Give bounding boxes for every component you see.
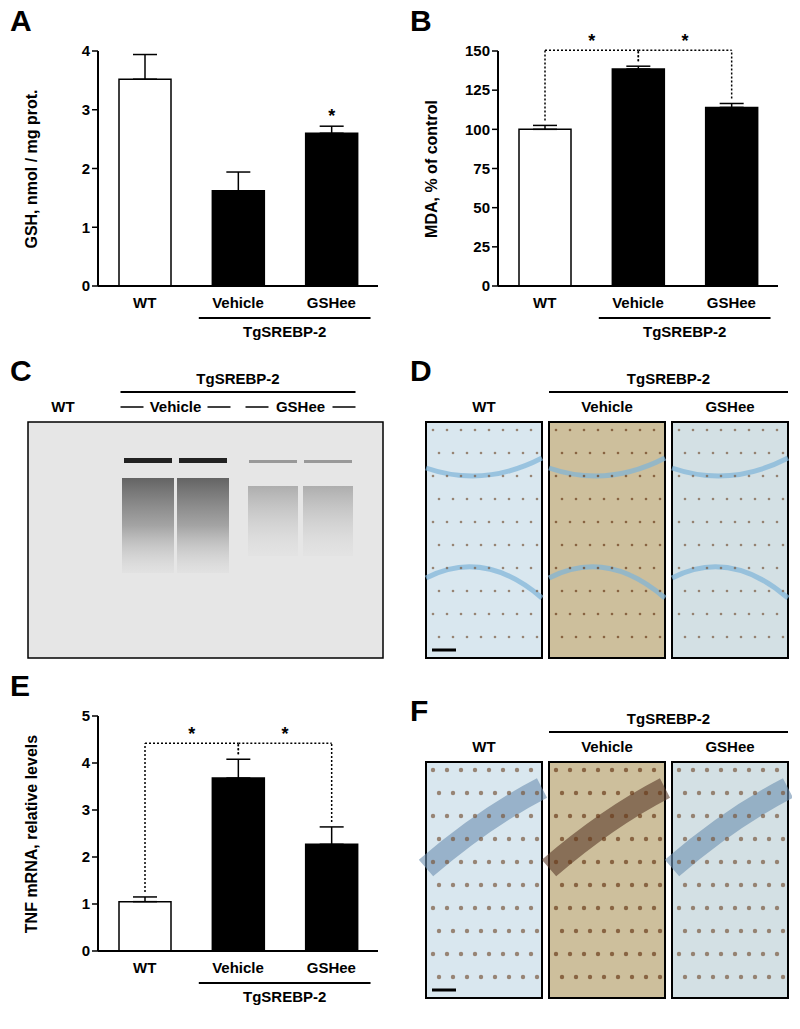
svg-text:0: 0 (482, 277, 490, 294)
svg-text:Vehicle: Vehicle (212, 959, 264, 976)
svg-text:150: 150 (465, 42, 490, 59)
svg-text:4: 4 (82, 42, 91, 59)
svg-text:*: * (281, 724, 288, 744)
svg-text:GSHee: GSHee (276, 398, 325, 415)
svg-text:4: 4 (82, 754, 91, 771)
svg-text:Vehicle: Vehicle (581, 398, 633, 415)
svg-text:5: 5 (82, 707, 90, 724)
svg-text:GSHee: GSHee (307, 294, 356, 311)
svg-text:50: 50 (473, 199, 490, 216)
svg-text:GSHee: GSHee (705, 738, 754, 755)
html-text:F: F (410, 694, 429, 727)
svg-text:GSHee: GSHee (307, 959, 356, 976)
html-text:D: D (410, 354, 432, 387)
svg-text:Vehicle: Vehicle (150, 398, 202, 415)
svg-text:75: 75 (473, 160, 490, 177)
svg-text:TgSREBP-2: TgSREBP-2 (643, 323, 726, 340)
svg-text:25: 25 (473, 238, 490, 255)
html-text:E: E (10, 669, 30, 702)
svg-text:TgSREBP-2: TgSREBP-2 (243, 323, 326, 340)
svg-text:WT: WT (133, 294, 156, 311)
svg-text:TgSREBP-2: TgSREBP-2 (627, 710, 710, 727)
svg-text:2: 2 (82, 848, 90, 865)
html-text:TNF mRNA, relative levels: TNF mRNA, relative levels (23, 734, 40, 933)
svg-text:0: 0 (82, 277, 90, 294)
html-text:GSH, nmol / mg prot.: GSH, nmol / mg prot. (23, 88, 40, 249)
svg-text:*: * (588, 31, 595, 51)
svg-text:*: * (188, 724, 195, 744)
html-text:B: B (410, 4, 432, 37)
html-text:A: A (10, 4, 32, 37)
svg-text:TgSREBP-2: TgSREBP-2 (243, 988, 326, 1005)
svg-text:WT: WT (533, 294, 556, 311)
svg-text:3: 3 (82, 801, 90, 818)
svg-text:WT: WT (472, 398, 495, 415)
svg-text:TgSREBP-2: TgSREBP-2 (627, 370, 710, 387)
svg-text:WT: WT (472, 738, 495, 755)
svg-text:100: 100 (465, 121, 490, 138)
svg-text:Vehicle: Vehicle (212, 294, 264, 311)
svg-text:Vehicle: Vehicle (612, 294, 664, 311)
html-text:C: C (10, 354, 32, 387)
svg-text:WT: WT (133, 959, 156, 976)
svg-text:1: 1 (82, 219, 90, 236)
svg-text:2: 2 (82, 160, 90, 177)
svg-text:GSHee: GSHee (707, 294, 756, 311)
svg-text:WT: WT (51, 398, 74, 415)
svg-text:Vehicle: Vehicle (581, 738, 633, 755)
svg-text:125: 125 (465, 81, 490, 98)
html-text:MDA, % of control: MDA, % of control (423, 99, 440, 238)
svg-text:1: 1 (82, 895, 90, 912)
svg-text:TgSREBP-2: TgSREBP-2 (196, 370, 279, 387)
svg-text:*: * (681, 31, 688, 51)
svg-text:3: 3 (82, 101, 90, 118)
svg-text:0: 0 (82, 942, 90, 959)
svg-text:*: * (328, 106, 335, 126)
svg-text:GSHee: GSHee (705, 398, 754, 415)
